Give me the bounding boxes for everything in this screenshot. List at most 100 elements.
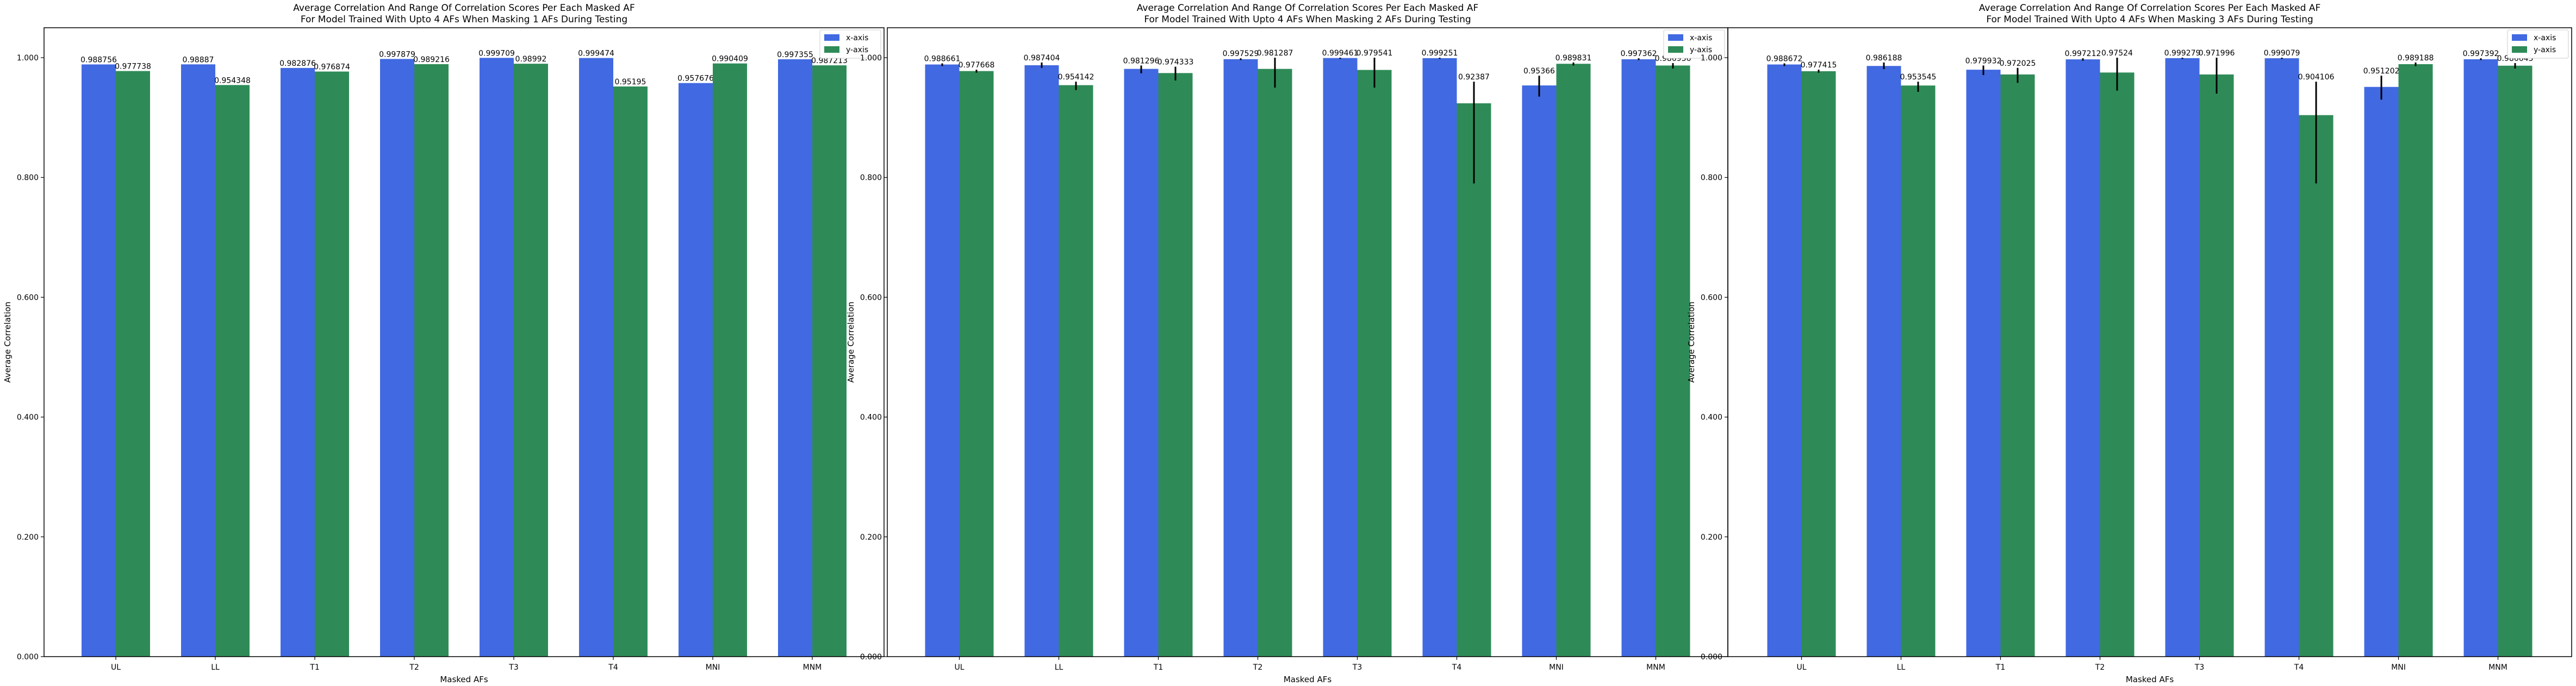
y-tick-label: 0.000 — [1701, 653, 1722, 662]
bar-x-axis — [2463, 59, 2498, 657]
bar-y-axis — [2299, 115, 2334, 657]
chart-subtitle: For Model Trained With Upto 4 AFs When M… — [1144, 14, 1471, 25]
y-tick-label: 0.800 — [860, 174, 882, 182]
y-tick-label: 0.000 — [17, 653, 39, 662]
data-label: 0.988672 — [1766, 55, 1803, 64]
bar-x-axis — [1966, 70, 2001, 657]
chart-title: Average Correlation And Range Of Correla… — [1979, 3, 2320, 14]
chart-title: Average Correlation And Range Of Correla… — [293, 3, 634, 14]
x-tick-label: MNM — [1646, 663, 1665, 672]
x-tick-label: LL — [1055, 663, 1063, 672]
bar-y-axis — [2199, 74, 2234, 657]
data-label: 0.977668 — [959, 61, 995, 70]
bar-y-axis — [514, 64, 548, 657]
bar-x-axis — [1323, 58, 1358, 657]
x-tick-label: T2 — [409, 663, 419, 672]
data-label: 0.997362 — [1621, 50, 1657, 58]
data-label: 0.997392 — [2463, 50, 2499, 58]
x-tick-label: UL — [111, 663, 121, 672]
data-label: 0.979541 — [1357, 49, 1393, 58]
x-tick-label: T4 — [2294, 663, 2304, 672]
x-tick-label: LL — [1897, 663, 1906, 672]
data-label: 0.977415 — [1801, 61, 1837, 70]
bar-y-axis — [2000, 74, 2035, 657]
x-tick-label: T4 — [608, 663, 618, 672]
x-tick-label: MNM — [803, 663, 822, 672]
bar-y-axis — [1556, 64, 1591, 657]
bar-x-axis — [1223, 59, 1258, 657]
y-axis-label: Average Correlation — [3, 301, 13, 382]
data-label: 0.997212 — [2065, 50, 2101, 58]
data-label: 0.954348 — [214, 76, 251, 85]
x-tick-label: MNM — [2488, 663, 2507, 672]
data-label: 0.987213 — [811, 57, 848, 65]
data-label: 0.954142 — [1058, 73, 1094, 82]
bar-x-axis — [1767, 64, 1802, 657]
x-tick-label: T1 — [309, 663, 319, 672]
y-tick-label: 0.400 — [17, 413, 39, 422]
data-label: 0.98887 — [183, 55, 214, 64]
x-tick-label: UL — [1796, 663, 1806, 672]
data-label: 0.982876 — [279, 59, 316, 68]
data-label: 0.971996 — [2199, 49, 2235, 58]
bar-y-axis — [315, 71, 349, 657]
bar-y-axis — [1357, 70, 1392, 657]
bar-x-axis — [925, 64, 960, 657]
data-label: 0.997879 — [379, 50, 415, 59]
y-tick-label: 0.800 — [17, 174, 39, 182]
y-tick-label: 0.800 — [1701, 174, 1722, 182]
data-label: 0.976874 — [314, 63, 350, 72]
legend-swatch — [824, 46, 839, 53]
x-tick-label: UL — [954, 663, 964, 672]
data-label: 0.95366 — [1523, 67, 1555, 76]
data-label: 0.986188 — [1866, 54, 1902, 63]
legend-label: y-axis — [846, 46, 868, 54]
bar-y-axis — [613, 86, 648, 657]
bar-x-axis — [2364, 86, 2399, 657]
data-label: 0.999709 — [478, 49, 515, 58]
bar-y-axis — [2100, 72, 2135, 657]
legend-label: x-axis — [846, 34, 868, 42]
bar-x-axis — [1422, 58, 1457, 657]
x-axis-label: Masked AFs — [440, 675, 488, 684]
chart-title: Average Correlation And Range Of Correla… — [1137, 3, 1478, 14]
x-tick-label: MNI — [1549, 663, 1564, 672]
x-tick-label: LL — [211, 663, 220, 672]
bar-x-axis — [1866, 66, 1901, 657]
data-label: 0.904106 — [2298, 73, 2335, 82]
x-tick-label: MNI — [2391, 663, 2406, 672]
x-axis-label: Masked AFs — [1284, 675, 1332, 684]
bar-y-axis — [215, 85, 250, 657]
bar-y-axis — [1457, 103, 1491, 657]
y-tick-label: 0.200 — [17, 533, 39, 542]
bar-y-axis — [414, 64, 449, 657]
bar-x-axis — [2065, 59, 2100, 657]
chart-subtitle: For Model Trained With Upto 4 AFs When M… — [301, 14, 627, 25]
x-tick-label: T1 — [1153, 663, 1163, 672]
bar-x-axis — [82, 64, 116, 657]
data-label: 0.999474 — [578, 50, 614, 58]
y-tick-label: 0.600 — [1701, 293, 1722, 302]
x-tick-label: T3 — [1352, 663, 1362, 672]
data-label: 0.997355 — [777, 51, 813, 59]
bar-y-axis — [1656, 65, 1690, 657]
data-label: 0.999461 — [1322, 49, 1359, 58]
bar-y-axis — [2498, 65, 2533, 657]
x-axis-label: Masked AFs — [2126, 675, 2174, 684]
data-label: 0.981296 — [1123, 57, 1160, 65]
bar-y-axis — [1801, 71, 1836, 657]
legend-swatch — [2512, 34, 2527, 41]
data-label: 0.95195 — [615, 78, 646, 86]
bar-x-axis — [579, 58, 613, 657]
data-label: 0.951202 — [2363, 67, 2400, 76]
x-tick-label: T4 — [1452, 663, 1462, 672]
bar-x-axis — [281, 67, 315, 657]
data-label: 0.989216 — [413, 55, 450, 64]
plot-frame — [1727, 27, 2572, 657]
bar-x-axis — [778, 59, 812, 657]
data-label: 0.957676 — [677, 75, 714, 83]
data-label: 0.990409 — [712, 55, 748, 64]
legend-label: y-axis — [1690, 46, 1712, 54]
bar-x-axis — [2264, 58, 2299, 657]
